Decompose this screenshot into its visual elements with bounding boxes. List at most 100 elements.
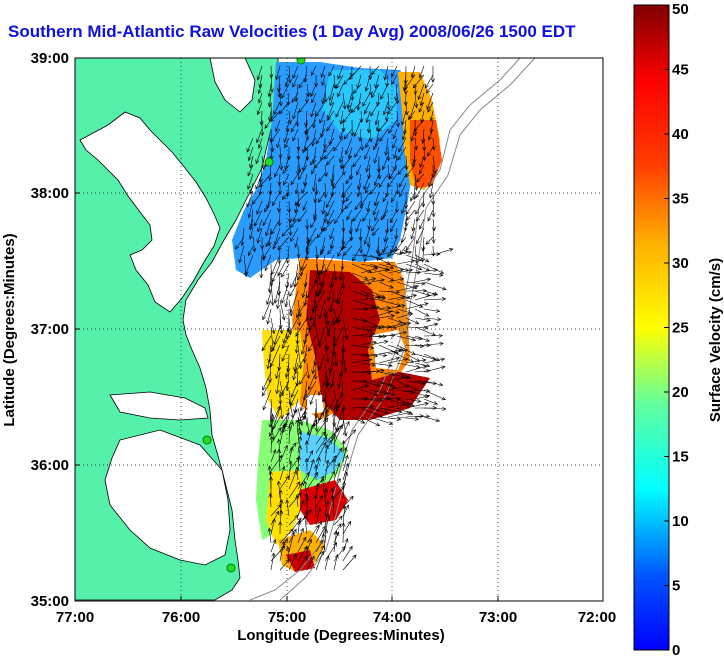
velocity-arrow: [285, 119, 290, 133]
velocity-arrow: [315, 441, 327, 463]
velocity-arrow: [315, 436, 327, 454]
velocity-arrow: [278, 489, 283, 508]
velocity-arrow: [426, 92, 434, 110]
velocity-arrow: [313, 362, 318, 380]
velocity-arrow: [395, 182, 400, 195]
velocity-arrow: [246, 137, 254, 153]
velocity-arrow: [310, 218, 317, 229]
velocity-arrow: [264, 119, 272, 129]
velocity-arrow: [387, 398, 407, 406]
velocity-arrow: [266, 353, 272, 370]
velocity-arrow: [417, 83, 425, 101]
velocity-arrow: [342, 454, 349, 472]
velocity-arrow: [329, 272, 335, 288]
velocity-arrow: [295, 419, 300, 436]
velocity-arrow: [348, 101, 353, 113]
velocity-arrow: [306, 458, 315, 481]
velocity-arrow: [353, 119, 362, 137]
velocity-arrow: [261, 335, 272, 352]
velocity-arrow: [299, 371, 308, 385]
velocity-arrow: [289, 218, 299, 228]
velocity-arrow: [347, 146, 353, 160]
velocity-arrow: [324, 317, 331, 338]
velocity-arrow: [378, 416, 402, 421]
velocity-arrow: [298, 101, 308, 114]
velocity-arrow: [249, 182, 254, 195]
velocity-arrow: [405, 236, 416, 251]
velocity-arrow: [300, 254, 308, 271]
velocity-arrow: [381, 155, 389, 171]
velocity-arrow: [290, 173, 299, 186]
velocity-arrow: [400, 200, 407, 215]
velocity-arrow: [314, 290, 326, 309]
velocity-arrow: [366, 236, 371, 248]
velocity-arrow: [297, 471, 310, 490]
velocity-arrow: [414, 268, 438, 274]
y-axis-label: Latitude (Degrees:Minutes): [1, 233, 18, 426]
velocity-arrow: [279, 540, 286, 562]
velocity-arrow: [277, 209, 282, 227]
velocity-arrow: [287, 424, 292, 445]
velocity-arrow: [257, 92, 263, 104]
velocity-arrow: [351, 272, 369, 280]
velocity-arrow: [423, 380, 444, 387]
velocity-arrow: [262, 371, 272, 391]
velocity-arrow: [371, 227, 380, 236]
velocity-arrow: [332, 433, 337, 454]
velocity-arrow: [415, 200, 425, 215]
velocity-arrow: [363, 245, 371, 263]
velocity-arrow: [342, 520, 352, 535]
velocity-arrow: [289, 290, 299, 314]
velocity-arrow: [414, 254, 430, 263]
velocity-arrow: [327, 317, 335, 334]
velocity-arrow: [342, 236, 353, 250]
velocity-arrow: [342, 545, 353, 562]
velocity-arrow: [273, 281, 281, 304]
velocity-arrow: [416, 227, 425, 245]
velocity-arrow: [268, 164, 273, 182]
velocity-arrow: [342, 554, 357, 571]
velocity-arrow: [278, 92, 283, 107]
x-tick-label: 75:00: [268, 609, 306, 626]
velocity-arrow: [296, 191, 301, 208]
velocity-arrow: [324, 371, 329, 389]
velocity-arrow: [420, 110, 425, 124]
velocity-arrow: [265, 236, 272, 248]
velocity-arrow: [276, 480, 281, 499]
x-tick-label: 76:00: [162, 609, 200, 626]
velocity-arrow: [341, 218, 346, 233]
velocity-arrow: [315, 411, 324, 427]
velocity-arrow: [416, 173, 425, 183]
velocity-arrow: [313, 191, 318, 204]
velocity-arrow: [297, 263, 308, 281]
velocity-arrow: [333, 477, 341, 490]
velocity-arrow: [291, 92, 299, 103]
velocity-arrow: [281, 344, 290, 362]
velocity-arrow: [324, 439, 332, 454]
velocity-arrow: [387, 317, 403, 324]
velocity-arrow: [414, 317, 431, 322]
velocity-arrow: [278, 146, 283, 159]
velocity-arrow: [324, 427, 340, 445]
velocity-arrow: [325, 155, 335, 166]
velocity-arrow: [374, 110, 380, 126]
velocity-arrow: [297, 407, 304, 427]
velocity-arrow: [333, 344, 339, 367]
velocity-arrow: [380, 209, 389, 221]
velocity-arrow: [342, 420, 350, 436]
grid-lines: [75, 58, 603, 601]
velocity-arrow: [297, 555, 308, 571]
velocity-arrow: [314, 464, 319, 481]
velocity-arrow: [315, 495, 324, 508]
velocity-arrow: [297, 427, 302, 445]
velocity-arrow: [281, 83, 290, 99]
velocity-arrow: [405, 358, 427, 364]
velocity-arrow: [405, 281, 426, 286]
velocity-arrow: [414, 388, 431, 393]
velocity-arrow: [414, 343, 431, 348]
velocity-arrow: [351, 358, 373, 364]
velocity-arrow: [359, 191, 364, 210]
velocity-arrow: [263, 200, 272, 213]
velocity-arrow: [308, 335, 317, 352]
